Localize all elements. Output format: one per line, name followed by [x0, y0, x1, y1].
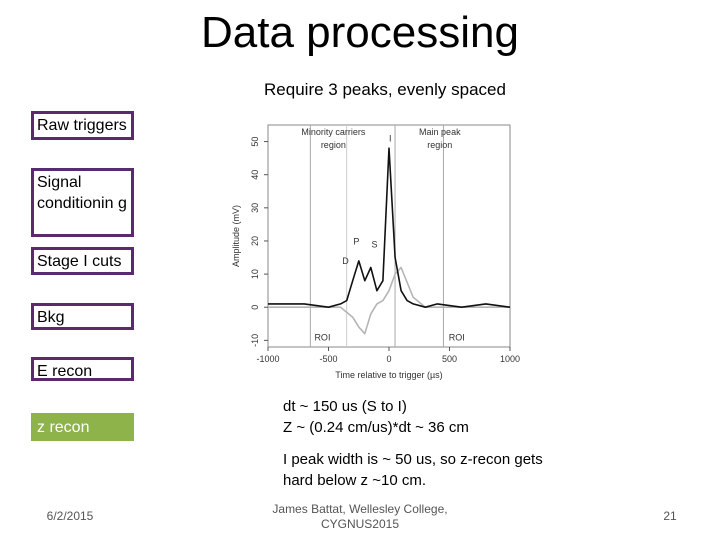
slide-title: Data processing [201, 8, 519, 57]
step-stage-i-cuts: Stage I cuts [31, 247, 134, 275]
y-tick-label: 10 [250, 269, 260, 279]
step-raw-triggers: Raw triggers [31, 111, 134, 140]
footer-date: 6/2/2015 [46, 509, 94, 523]
footer-page-number: 21 [663, 509, 677, 523]
note-peak-width-line1: I peak width is ~ 50 us, so z-recon gets [283, 451, 543, 468]
annotation-label: ROI [314, 332, 330, 342]
annotation-label: P [353, 236, 359, 246]
annotation-label: I [389, 134, 392, 144]
y-tick-label: 50 [250, 137, 260, 147]
step-z-recon: z recon [31, 413, 134, 441]
x-tick-label: 0 [386, 354, 391, 364]
footer-author-line2: CYGNUS2015 [320, 517, 400, 531]
chart-svg: -1000 -500 0 500 1000 -10 0 10 20 30 40 50 Time rela… [231, 124, 520, 380]
x-tick-label: 1000 [500, 354, 520, 364]
x-tick-label: -1000 [256, 354, 279, 364]
amplitude-chart: -1000 -500 0 500 1000 -10 0 10 20 30 40 50 Time rela… [225, 115, 525, 390]
step-signal-conditioning: Signal conditionin g [31, 168, 134, 237]
x-tick-label: 500 [442, 354, 457, 364]
note-peak-width-line2: hard below z ~10 cm. [283, 472, 426, 489]
note-dt-line1: dt ~ 150 us (S to I) [283, 398, 407, 415]
note-dt: dt ~ 150 us (S to I) Z ~ (0.24 cm/us)*dt… [283, 396, 469, 438]
y-axis-label: Amplitude (mV) [231, 205, 241, 267]
annotation-label: ROI [449, 332, 465, 342]
x-axis-label: Time relative to trigger (µs) [335, 370, 442, 380]
series-line-1 [268, 266, 510, 335]
footer-author-line1: James Battat, Wellesley College, [272, 502, 448, 516]
annotation-label: Main peak [419, 127, 461, 137]
annotation-label: region [321, 140, 346, 150]
y-tick-label: 40 [250, 170, 260, 180]
series-line-2 [268, 147, 511, 308]
x-tick-label: -500 [319, 354, 337, 364]
y-tick-label: 0 [250, 305, 260, 310]
annotation-label: D [342, 256, 349, 266]
annotation-label: Minority carriers [301, 127, 366, 137]
step-bkg-rejection: Bkg rejection [31, 303, 134, 330]
slide-subtitle: Require 3 peaks, evenly spaced [264, 80, 506, 99]
y-tick-label: -10 [250, 334, 260, 347]
note-peak-width: I peak width is ~ 50 us, so z-recon gets… [283, 449, 543, 491]
y-tick-label: 30 [250, 203, 260, 213]
note-dt-line2: Z ~ (0.24 cm/us)*dt ~ 36 cm [283, 419, 469, 436]
footer-author: James Battat, Wellesley College, CYGNUS2… [250, 502, 470, 532]
annotation-label: region [427, 140, 452, 150]
y-tick-label: 20 [250, 236, 260, 246]
annotation-label: S [371, 240, 377, 250]
step-e-recon: E recon [31, 357, 134, 381]
